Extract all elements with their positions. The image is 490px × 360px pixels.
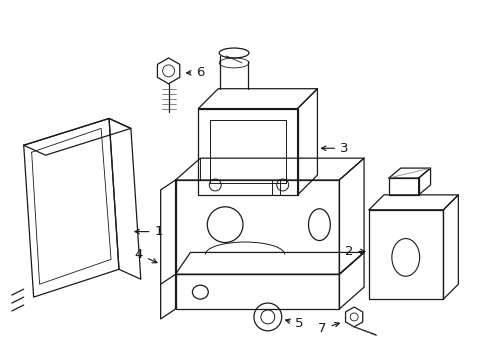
Text: 4: 4 xyxy=(135,248,157,263)
Text: 5: 5 xyxy=(286,318,304,330)
Text: 1: 1 xyxy=(135,225,163,238)
Text: 6: 6 xyxy=(187,66,204,79)
Text: 3: 3 xyxy=(321,142,348,155)
Text: 2: 2 xyxy=(345,245,365,258)
Text: 7: 7 xyxy=(318,322,340,336)
